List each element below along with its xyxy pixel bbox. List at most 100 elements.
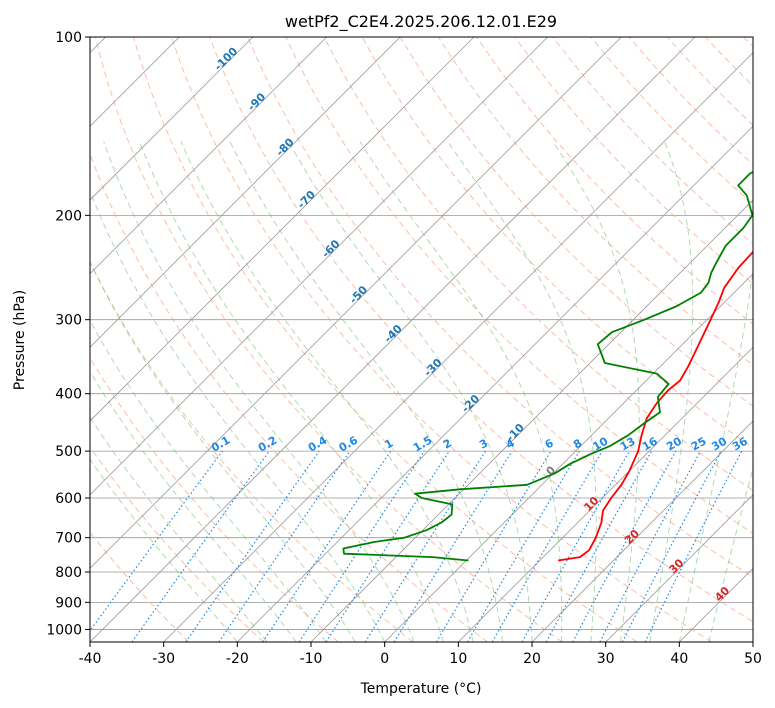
mixing-ratio-line: [325, 450, 450, 642]
mixing-ratio-line: [218, 450, 351, 642]
sounding-profiles: [342, 170, 753, 562]
skewed-isotherm-line: [679, 567, 753, 642]
moist-adiabats: [90, 141, 753, 642]
moist-adiabat-line: [90, 189, 386, 642]
y-tick-label: 800: [55, 565, 82, 581]
x-tick-label: -40: [79, 651, 102, 667]
isotherm-label: -40: [382, 322, 405, 345]
y-tick-label: 400: [55, 387, 82, 403]
skewed-isotherm-line: [163, 52, 753, 642]
x-tick-label: -10: [300, 651, 323, 667]
y-tick-label: 900: [55, 595, 82, 611]
y-tick-label: 1000: [46, 622, 82, 638]
y-tick-label: 700: [55, 531, 82, 547]
moist-adiabat-line: [288, 141, 533, 642]
isotherm-label: -90: [245, 90, 268, 113]
dry-adiabat-line: [90, 446, 264, 642]
moist-adiabat-line: [90, 260, 356, 642]
skewed-isotherm-line: [90, 37, 327, 275]
moist-adiabat-line: [103, 141, 415, 642]
skewed-isotherm-line: [90, 37, 548, 496]
mixing-ratio-line: [466, 450, 580, 642]
isotherm-label: -30: [421, 356, 444, 379]
x-axis-label: Temperature (°C): [360, 681, 482, 697]
dry-adiabat-line: [90, 356, 339, 642]
moist-adiabat-line: [90, 416, 268, 642]
y-tick-label: 300: [55, 313, 82, 329]
reference-labels: 0.1 0.2 0.4 0.6 1 1.5 2 3 4 6 8 10 13 16 20 25 30 36-100-…: [209, 44, 750, 604]
mixing-ratio-line: [131, 450, 270, 642]
skewed-isotherm-line: [90, 37, 622, 569]
mixing-ratio-line: [364, 450, 486, 642]
skewed-isotherm-line: [458, 346, 753, 642]
moist-adiabat-line: [90, 319, 327, 642]
dry-adiabat-line: [514, 37, 753, 285]
mixing-ratio-line: [262, 450, 392, 642]
temperature-profile: [558, 250, 753, 562]
mixing-ratio-line: [90, 450, 223, 632]
dry-adiabat-line: [743, 37, 753, 48]
moist-adiabat-line: [359, 141, 563, 642]
y-axis-label: Pressure (hPa): [12, 290, 28, 390]
isotherm-label: -80: [273, 135, 296, 158]
mixing-ratio-line: [185, 450, 320, 642]
moist-adiabat-line: [649, 141, 694, 642]
dry-adiabat-line: [90, 260, 414, 642]
moist-adiabat-line: [229, 141, 503, 642]
y-tick-label: 600: [55, 491, 82, 507]
skewed-isotherms: [90, 37, 753, 642]
dry-adiabat-line: [476, 37, 753, 325]
mixing-ratio-label: 16: [640, 434, 660, 453]
x-tick-label: 40: [670, 651, 688, 667]
x-tick-label: 20: [523, 651, 541, 667]
dry-adiabat-line: [90, 152, 488, 642]
isotherm-label: -20: [459, 392, 482, 415]
y-tick-label: 200: [55, 208, 82, 224]
mixing-ratio-label: 13: [618, 435, 638, 454]
mixing-ratio-line: [644, 450, 743, 642]
skewed-isotherm-line: [237, 125, 753, 642]
warm-isotherm-label: 20: [622, 527, 642, 547]
dry-adiabat-line: [666, 37, 753, 126]
moist-adiabat-line: [138, 141, 445, 642]
dry-adiabat-line: [171, 37, 712, 642]
mixing-ratio-label: 36: [730, 434, 750, 453]
moist-adiabat-line: [447, 141, 597, 642]
x-tick-label: 50: [744, 651, 762, 667]
mixing-ratio-lines: [90, 450, 743, 642]
mixing-ratio-label: 25: [689, 435, 709, 454]
skewed-isotherm-line: [310, 199, 753, 642]
dry-adiabat-line: [323, 37, 753, 491]
plot-area: 0.1 0.2 0.4 0.6 1 1.5 2 3 4 6 8 10 13 16 20 25 30 36-100-…: [90, 37, 753, 642]
x-tick-label: 10: [449, 651, 467, 667]
dry-adiabat-line: [437, 37, 753, 366]
mixing-ratio-label: 6: [543, 436, 556, 451]
isotherm-label: -60: [319, 237, 342, 260]
x-tick-label: -30: [152, 651, 175, 667]
warm-isotherm-label: 30: [666, 556, 686, 576]
mixing-ratio-line: [545, 450, 653, 642]
plot-frame: [89, 36, 754, 643]
isotherm-label: -70: [295, 188, 318, 211]
x-tick-label: -20: [226, 651, 249, 667]
mixing-ratio-line: [572, 450, 677, 642]
y-axis: 100 200 300 400 500 600 700 800 900 1000: [46, 30, 90, 638]
y-tick-label: 500: [55, 444, 82, 460]
skewed-isotherm-line: [90, 37, 696, 642]
skewed-isotherm-line: [605, 494, 753, 642]
dry-adiabat-line: [247, 37, 753, 578]
skewed-isotherm-line: [531, 420, 753, 642]
dry-adiabat-line: [209, 37, 753, 623]
dewpoint-profile: [342, 170, 753, 562]
skewed-isotherm-line: [90, 37, 401, 348]
dry-adiabat-line: [552, 37, 753, 245]
mixing-ratio-line: [599, 450, 702, 642]
pressure-gridlines: [90, 37, 753, 630]
moist-adiabat-line: [708, 466, 753, 642]
x-tick-label: 0: [380, 651, 389, 667]
mixing-ratio-line: [298, 450, 425, 642]
isotherm-label: -100: [212, 44, 241, 73]
x-tick-label: 30: [597, 651, 615, 667]
y-tick-label: 100: [55, 30, 82, 46]
